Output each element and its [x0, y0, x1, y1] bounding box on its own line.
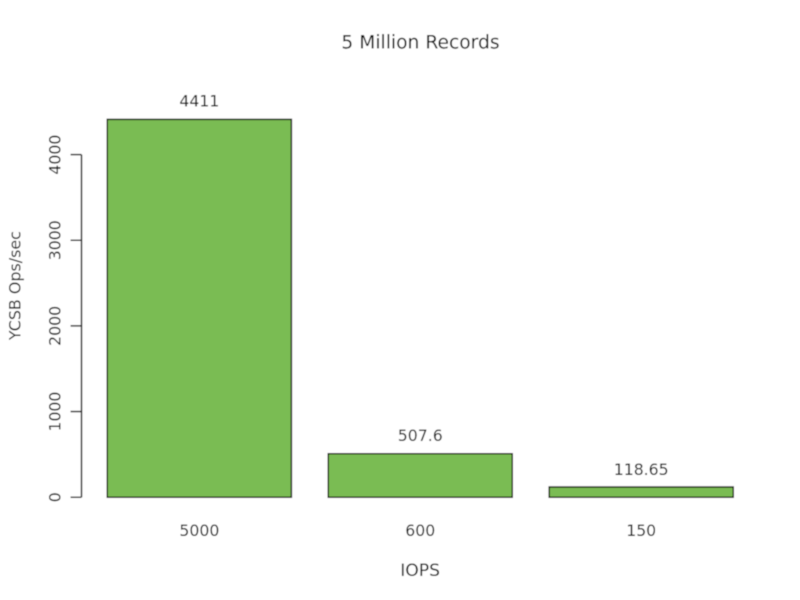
svg-text:507.6: 507.6: [398, 426, 443, 445]
svg-text:150: 150: [626, 521, 656, 540]
svg-text:4000: 4000: [45, 135, 64, 175]
svg-text:1000: 1000: [45, 392, 64, 432]
svg-text:5 Million Records: 5 Million Records: [341, 33, 499, 54]
svg-text:118.65: 118.65: [614, 460, 669, 479]
svg-text:3000: 3000: [45, 220, 64, 260]
svg-text:4411: 4411: [179, 92, 219, 111]
svg-text:5000: 5000: [179, 521, 219, 540]
svg-text:YCSB Ops/sec: YCSB Ops/sec: [5, 231, 24, 341]
svg-text:0: 0: [45, 492, 64, 502]
svg-text:IOPS: IOPS: [400, 561, 440, 581]
svg-text:2000: 2000: [45, 306, 64, 346]
svg-text:600: 600: [405, 521, 435, 540]
